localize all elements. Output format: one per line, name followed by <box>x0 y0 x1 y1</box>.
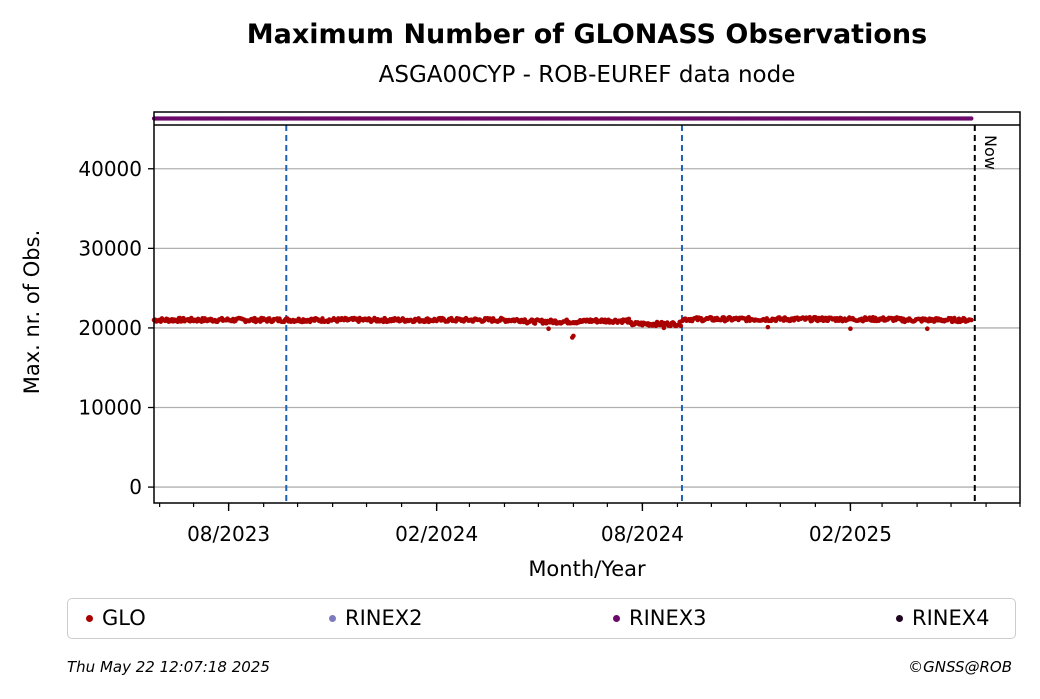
legend-label-rinex3: RINEX3 <box>629 606 707 630</box>
x-axis-ticks: 08/2023 02/2024 08/2024 02/2025 <box>159 503 1021 546</box>
y-tick-label-0: 0 <box>129 475 142 499</box>
legend-marker-rinex2 <box>329 614 336 622</box>
legend-marker-rinex4 <box>896 614 903 622</box>
legend-item-glo: GLO <box>86 599 146 637</box>
grid <box>154 168 1020 488</box>
x-tick-label: 08/2024 <box>601 522 684 546</box>
glo-point <box>678 323 684 329</box>
axes <box>153 111 1021 504</box>
legend-label-rinex2: RINEX2 <box>345 606 423 630</box>
vertical-markers <box>285 125 683 503</box>
y-axis-label: Max. nr. of Obs. <box>20 230 44 395</box>
y-axis-ticks: 0 10000 20000 30000 40000 <box>78 157 154 499</box>
x-tick-label: 02/2025 <box>809 522 892 546</box>
legend-item-rinex3: RINEX3 <box>613 599 707 637</box>
legend: GLO RINEX2 RINEX3 RINEX4 <box>67 598 1016 639</box>
glo-point <box>924 326 930 332</box>
y-tick-label-30000: 30000 <box>78 236 142 260</box>
rinex-strip <box>151 116 974 121</box>
plot-frame <box>153 111 1021 504</box>
legend-label-glo: GLO <box>102 606 146 630</box>
x-tick-label: 08/2023 <box>187 522 270 546</box>
glo-point <box>546 326 551 332</box>
glo-point <box>626 316 632 322</box>
data-points <box>151 314 974 340</box>
legend-item-rinex2: RINEX2 <box>329 599 423 637</box>
glo-point <box>175 319 181 325</box>
x-axis-label: Month/Year <box>528 557 646 581</box>
glo-point <box>571 333 576 339</box>
y-tick-label-40000: 40000 <box>78 157 142 181</box>
now-label: Now <box>981 135 1000 170</box>
legend-item-rinex4: RINEX4 <box>896 599 990 637</box>
now-marker: Now <box>973 125 1000 503</box>
y-tick-label-20000: 20000 <box>78 316 142 340</box>
glo-point <box>661 325 667 331</box>
footer-credit: ©GNSS@ROB <box>908 658 1012 676</box>
glo-point <box>969 317 974 323</box>
y-tick-label-10000: 10000 <box>78 396 142 420</box>
footer-timestamp: Thu May 22 12:07:18 2025 <box>67 658 270 676</box>
glo-point <box>848 326 853 332</box>
legend-marker-glo <box>86 614 93 622</box>
chart-title: Maximum Number of GLONASS Observations <box>247 19 927 50</box>
legend-label-rinex4: RINEX4 <box>912 606 990 630</box>
glo-point <box>765 324 771 330</box>
chart-subtitle: ASGA00CYP - ROB-EUREF data node <box>379 62 796 88</box>
x-tick-label: 02/2024 <box>395 522 478 546</box>
rinex3-point <box>969 116 974 121</box>
legend-marker-rinex3 <box>613 614 620 622</box>
